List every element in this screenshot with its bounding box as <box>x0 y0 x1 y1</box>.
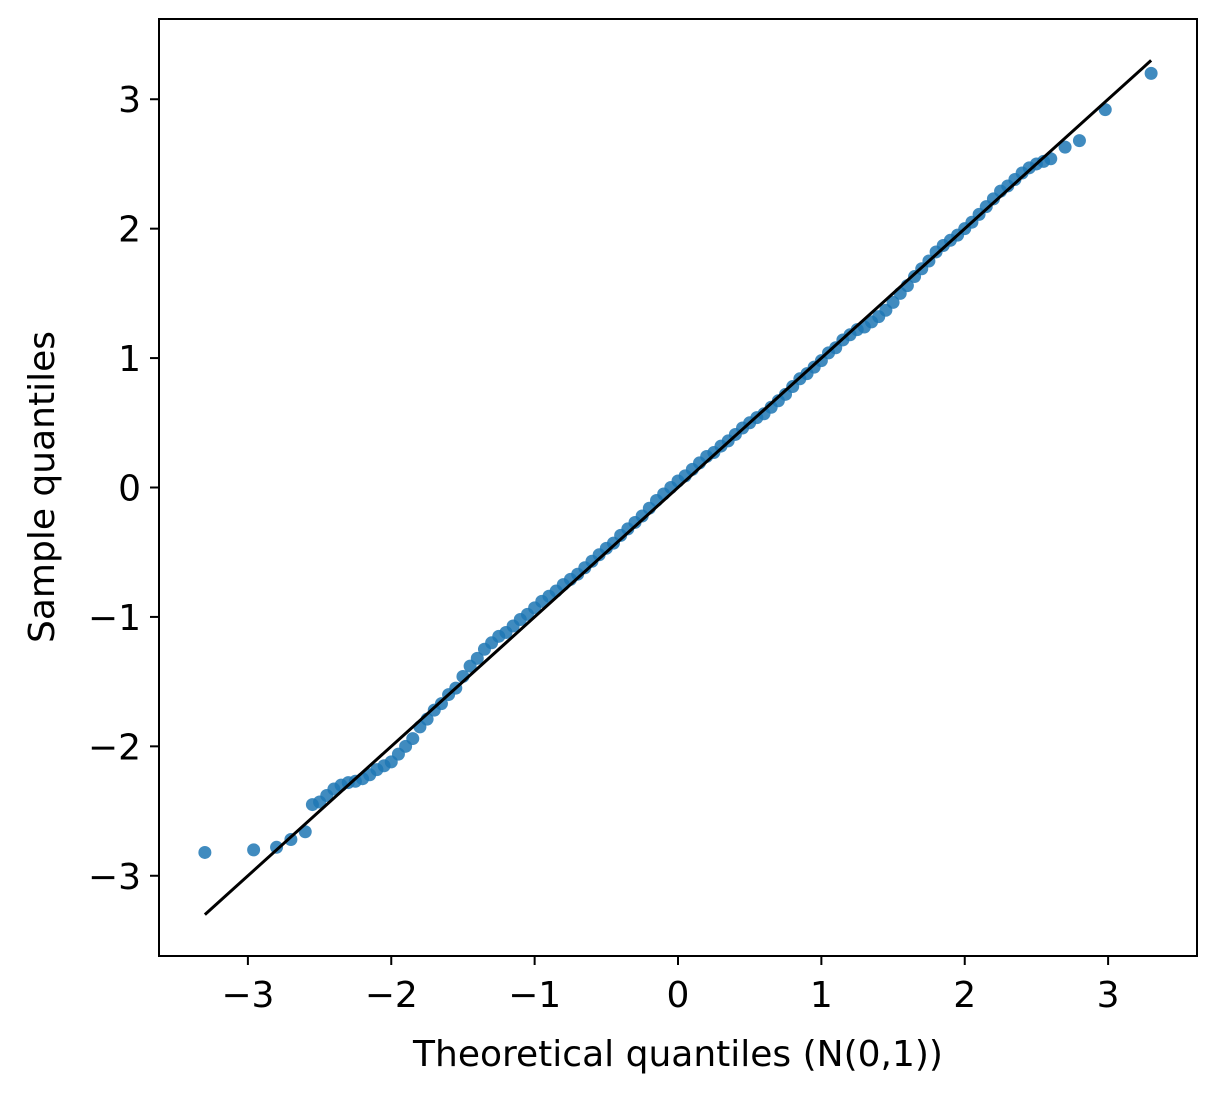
y-tick-label: −2 <box>88 727 141 768</box>
x-tick-label: −1 <box>508 975 561 1016</box>
data-point <box>1144 66 1158 80</box>
x-tick-label: −2 <box>365 975 418 1016</box>
data-point <box>886 295 900 309</box>
y-axis-label: Sample quantiles <box>22 331 63 643</box>
data-point <box>434 697 448 711</box>
y-tick-label: 3 <box>118 80 141 121</box>
data-point <box>1058 140 1072 154</box>
data-point <box>270 840 284 854</box>
x-tick-label: 1 <box>810 975 833 1016</box>
y-tick-label: −3 <box>88 857 141 898</box>
data-point <box>247 843 261 857</box>
y-tick-label: 1 <box>118 339 141 380</box>
y-tick-label: −1 <box>88 598 141 639</box>
x-tick-label: −3 <box>221 975 274 1016</box>
x-tick-label: 3 <box>1097 975 1120 1016</box>
x-axis-label: Theoretical quantiles (N(0,1)) <box>412 1034 943 1075</box>
reference-line <box>203 59 1153 916</box>
y-tick-label: 0 <box>118 469 141 510</box>
x-tick-label: 2 <box>953 975 976 1016</box>
data-point <box>470 651 484 665</box>
x-tick-label: 0 <box>667 975 690 1016</box>
data-point <box>1072 134 1086 148</box>
y-axis-ticks: −3 −2 −1 0 1 2 3 <box>88 80 159 898</box>
y-tick-label: 2 <box>118 210 141 251</box>
x-axis-ticks: −3 −2 −1 0 1 2 3 <box>221 956 1120 1016</box>
data-point <box>406 732 420 746</box>
data-point <box>284 833 298 847</box>
data-point <box>198 845 212 859</box>
